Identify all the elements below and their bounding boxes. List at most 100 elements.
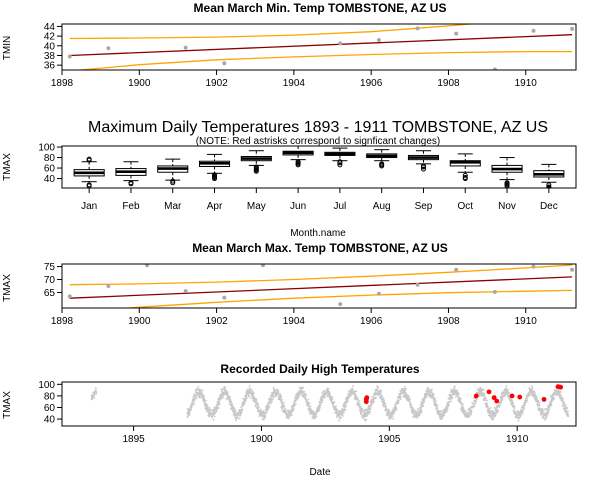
daily-point: [300, 392, 303, 395]
daily-point: [208, 415, 211, 418]
daily-point: [363, 410, 366, 413]
daily-point: [287, 417, 290, 420]
box-outlier: [337, 159, 343, 165]
box-ylabel: TMAX: [2, 153, 13, 181]
daily-point: [360, 411, 363, 414]
daily-point: [456, 389, 459, 392]
daily-point: [218, 401, 221, 404]
box-category-label: Oct: [457, 201, 473, 212]
daily-point: [485, 397, 487, 400]
daily-point: [297, 394, 300, 397]
daily-point: [460, 402, 463, 405]
daily-point: [372, 402, 374, 404]
tmin-data-point: [570, 26, 575, 31]
daily-point: [453, 387, 456, 390]
daily-point: [203, 394, 205, 397]
daily-point: [399, 389, 402, 392]
box-outlier: [546, 185, 552, 188]
daily-point: [380, 400, 383, 403]
daily-point: [496, 410, 499, 413]
tmax-data-point: [145, 264, 150, 268]
daily-point: [391, 415, 394, 418]
daily-point: [315, 415, 318, 418]
daily-point: [236, 415, 239, 418]
daily-point: [470, 411, 473, 413]
daily-point: [248, 385, 251, 388]
daily-point: [563, 401, 566, 404]
daily-point: [232, 406, 235, 408]
daily-point: [404, 389, 406, 392]
daily-point: [335, 407, 337, 410]
daily-point: [255, 398, 258, 401]
daily-point: [478, 395, 481, 397]
daily-point: [407, 395, 410, 398]
daily-point: [445, 405, 448, 408]
daily-point: [488, 409, 491, 412]
daily-point: [475, 400, 477, 403]
daily-point: [274, 388, 277, 391]
box-title: Maximum Daily Temperatures 1893 - 1911 T…: [88, 119, 548, 136]
daily-point: [548, 408, 551, 411]
daily-point: [408, 400, 411, 403]
daily-point: [564, 404, 567, 407]
box-outlier: [86, 182, 92, 188]
daily-point: [373, 400, 375, 403]
tmin-data-point: [106, 46, 111, 51]
daily-point: [501, 398, 504, 401]
daily-point: [186, 408, 189, 410]
daily-ytick-label: 100: [38, 380, 55, 391]
daily-point: [303, 390, 306, 393]
daily-point: [342, 403, 345, 406]
daily-point: [335, 410, 338, 413]
daily-point: [362, 417, 365, 420]
daily-point: [397, 399, 400, 402]
daily-point: [534, 394, 537, 396]
daily-point: [455, 395, 457, 398]
daily-point: [346, 399, 349, 402]
box-outlier: [128, 180, 134, 186]
daily-point: [441, 417, 443, 420]
daily-point: [95, 391, 98, 394]
panel-tmax-box: Maximum Daily Temperatures 1893 - 1911 T…: [2, 119, 577, 239]
daily-point: [292, 407, 295, 410]
tmin-trend-line: [69, 34, 573, 57]
daily-point: [440, 410, 443, 412]
tmax-data-point: [106, 284, 111, 288]
daily-point: [533, 391, 536, 394]
box-subtitle: (NOTE: Red astrisks correspond to signfi…: [196, 136, 441, 147]
tmax-data-point: [570, 267, 575, 272]
daily-point: [545, 415, 548, 418]
daily-point: [267, 404, 270, 406]
daily-point: [276, 394, 279, 397]
daily-point: [200, 391, 203, 394]
daily-point: [558, 389, 560, 392]
daily-point: [497, 408, 499, 411]
daily-point: [523, 407, 526, 410]
daily-point: [517, 419, 520, 422]
daily-point: [429, 389, 432, 391]
daily-point: [428, 391, 431, 394]
daily-point: [538, 404, 541, 407]
daily-point: [212, 418, 215, 421]
daily-point: [234, 416, 236, 418]
tmin-title: Mean March Min. Temp TOMBSTONE, AZ US: [194, 1, 447, 15]
daily-point: [190, 408, 192, 411]
daily-point: [364, 419, 367, 422]
daily-point: [266, 408, 269, 411]
tmin-xtick-label: 1910: [515, 78, 538, 89]
daily-marks: [90, 384, 570, 422]
daily-point: [410, 404, 413, 406]
daily-point: [226, 391, 229, 394]
daily-point: [338, 415, 341, 418]
tmin-xtick-label: 1900: [128, 78, 151, 89]
daily-significant-point: [509, 393, 515, 399]
daily-point: [212, 411, 215, 414]
box-outlier: [253, 164, 259, 170]
daily-point: [451, 397, 454, 399]
daily-point: [473, 405, 476, 408]
daily-point: [462, 403, 465, 406]
daily-point: [558, 393, 561, 395]
daily-point: [485, 399, 488, 402]
daily-point: [449, 398, 452, 400]
